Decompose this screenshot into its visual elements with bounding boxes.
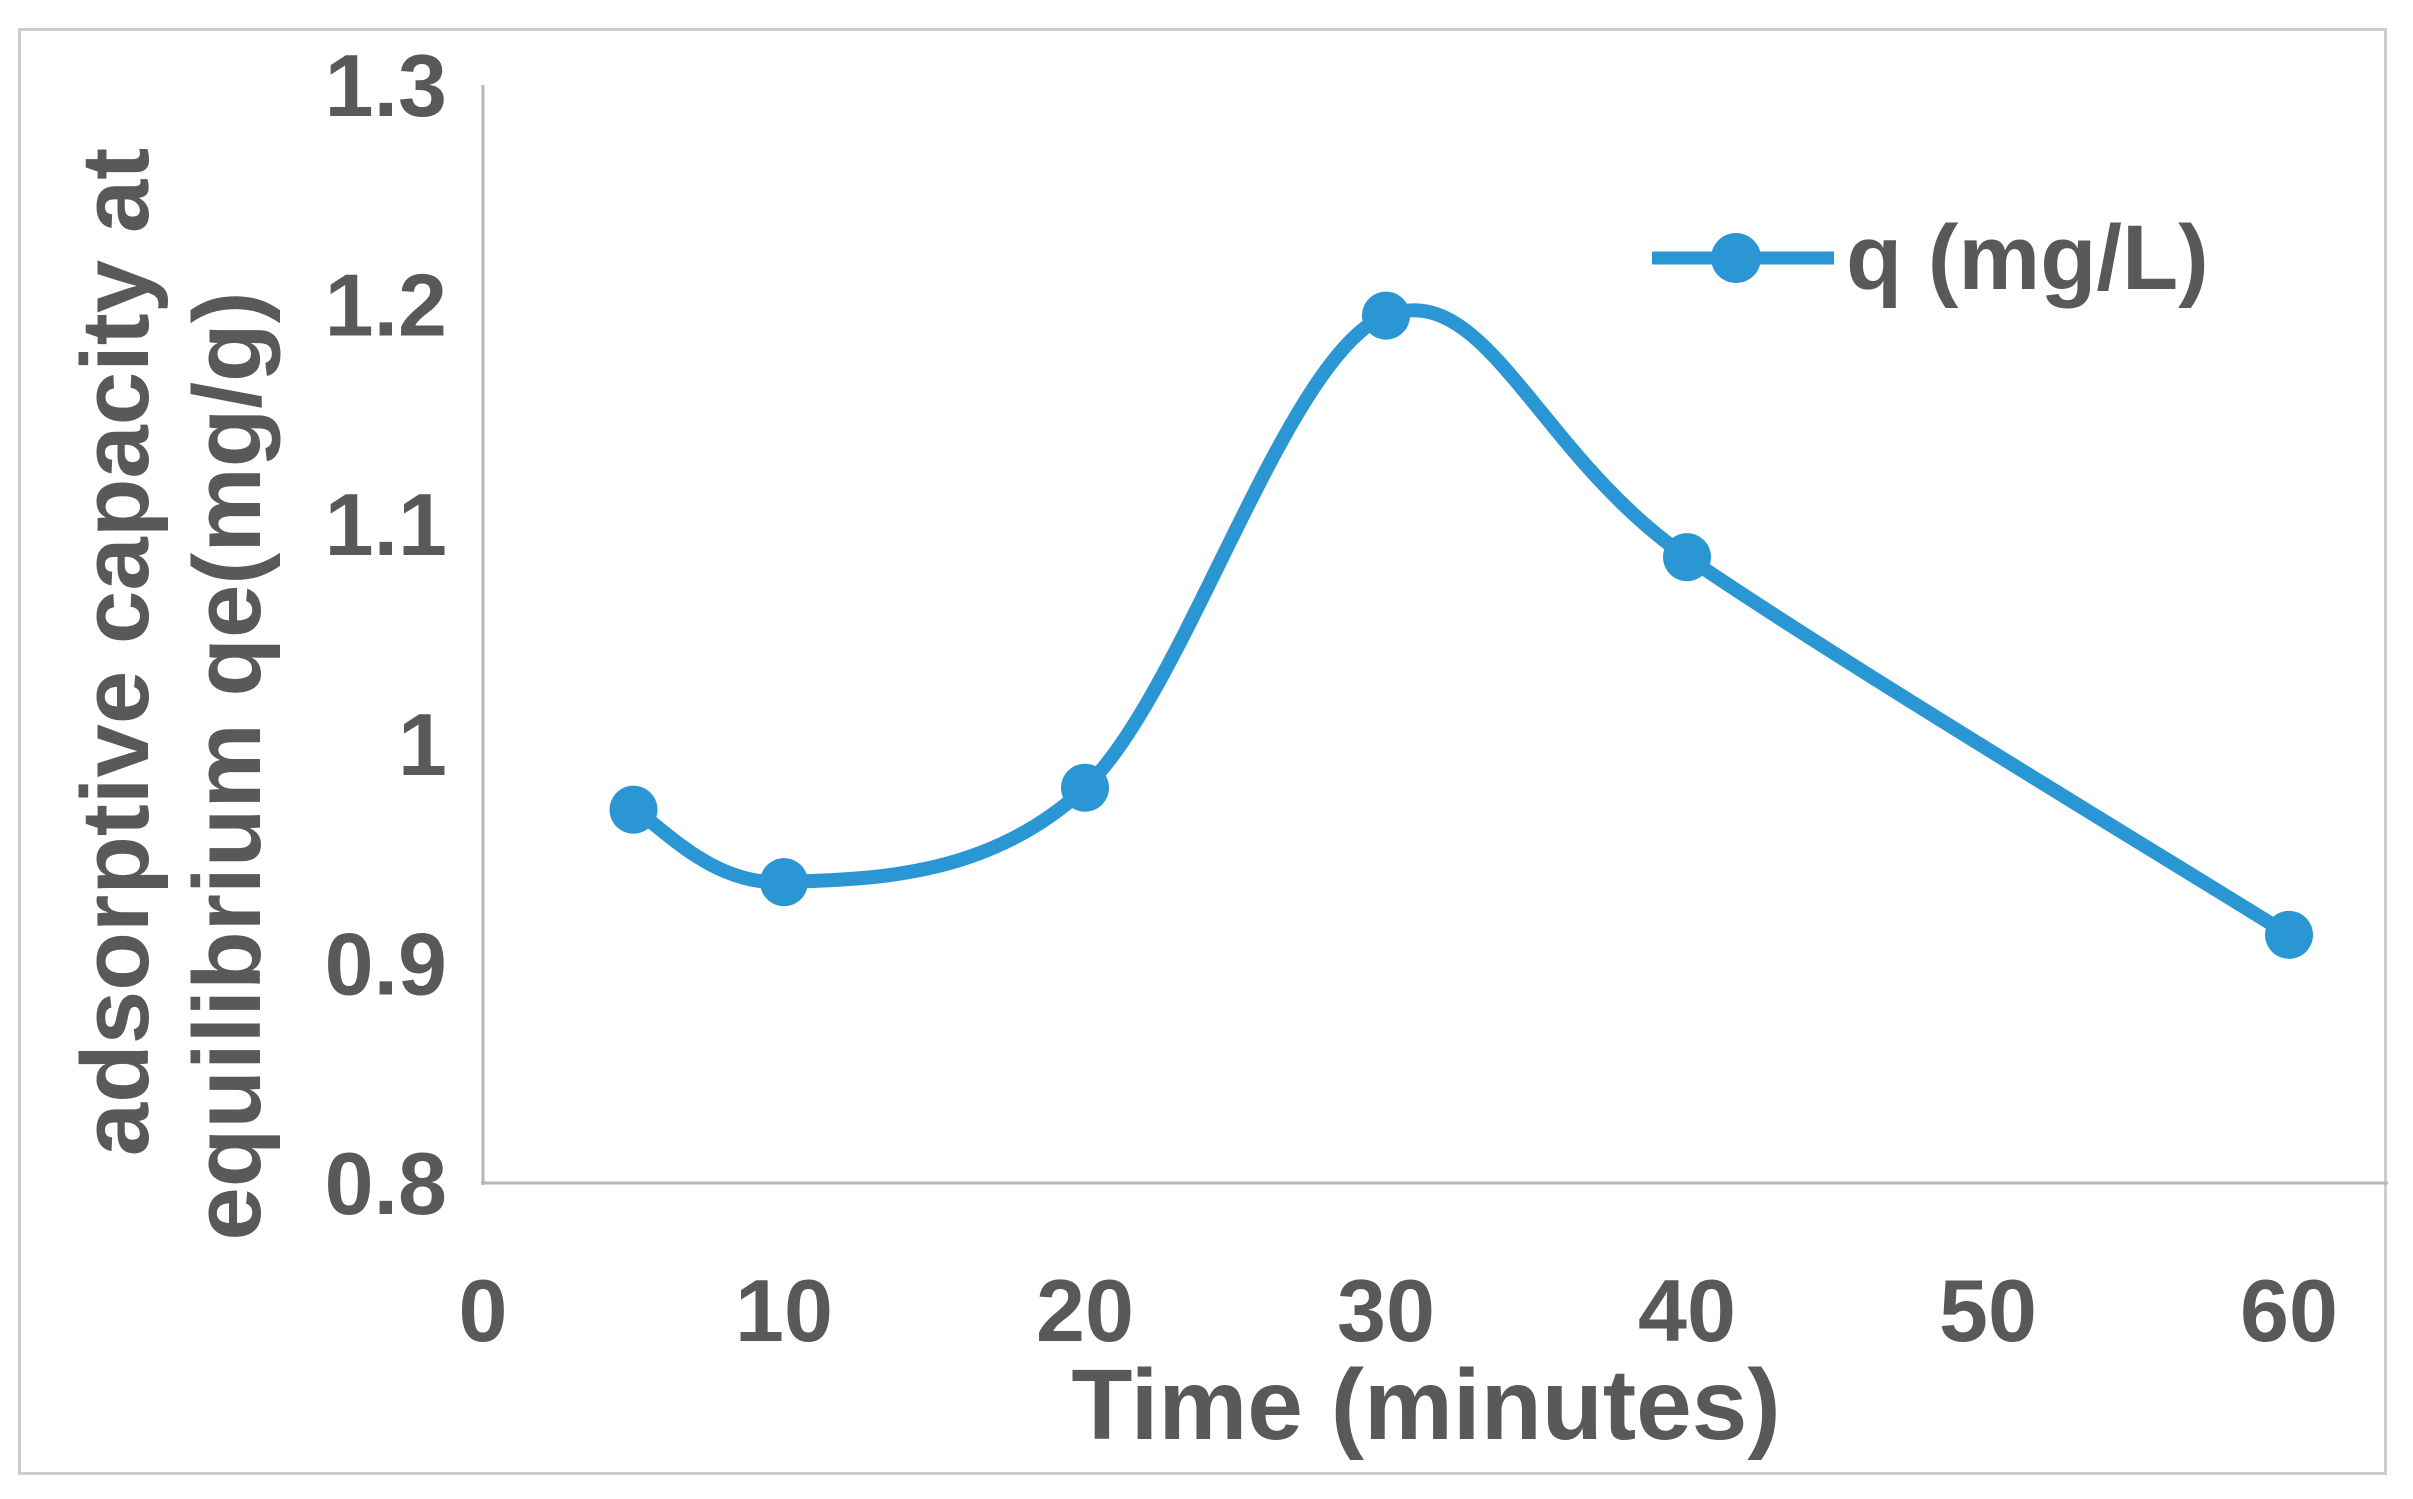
legend-series-label: q (mg/L) <box>1846 206 2209 309</box>
data-point-marker <box>760 858 808 907</box>
data-point-marker <box>1362 291 1410 340</box>
x-axis-title: Time (minutes) <box>1071 1349 1781 1461</box>
x-tick-label: 60 <box>2240 1261 2338 1360</box>
x-tick-label: 30 <box>1337 1261 1435 1360</box>
y-axis-title-line2: equilibrium qe(mg/g) <box>174 291 281 1241</box>
y-tick-label: 1.3 <box>325 36 447 135</box>
data-point-marker <box>1061 763 1109 812</box>
x-tick-label: 40 <box>1638 1261 1736 1360</box>
y-tick-label: 0.9 <box>325 914 447 1013</box>
data-point-marker <box>1663 533 1711 582</box>
series-line <box>626 303 2296 942</box>
x-tick-label: 0 <box>459 1261 508 1360</box>
y-tick-label: 0.8 <box>325 1134 447 1233</box>
x-tick-label: 10 <box>735 1261 833 1360</box>
y-tick-label: 1.1 <box>325 475 447 574</box>
y-axis-title-line1: adsorptive capacity at <box>62 147 169 1157</box>
x-tick-label: 20 <box>1036 1261 1134 1360</box>
legend: q (mg/L) <box>1648 200 2209 316</box>
data-point-marker <box>2265 910 2313 959</box>
x-tick-label: 50 <box>1939 1261 2037 1360</box>
y-tick-label: 1.2 <box>325 256 447 355</box>
data-point-marker <box>609 785 658 834</box>
legend-line-marker-icon <box>1652 233 1834 283</box>
y-tick-label: 1 <box>398 695 447 794</box>
